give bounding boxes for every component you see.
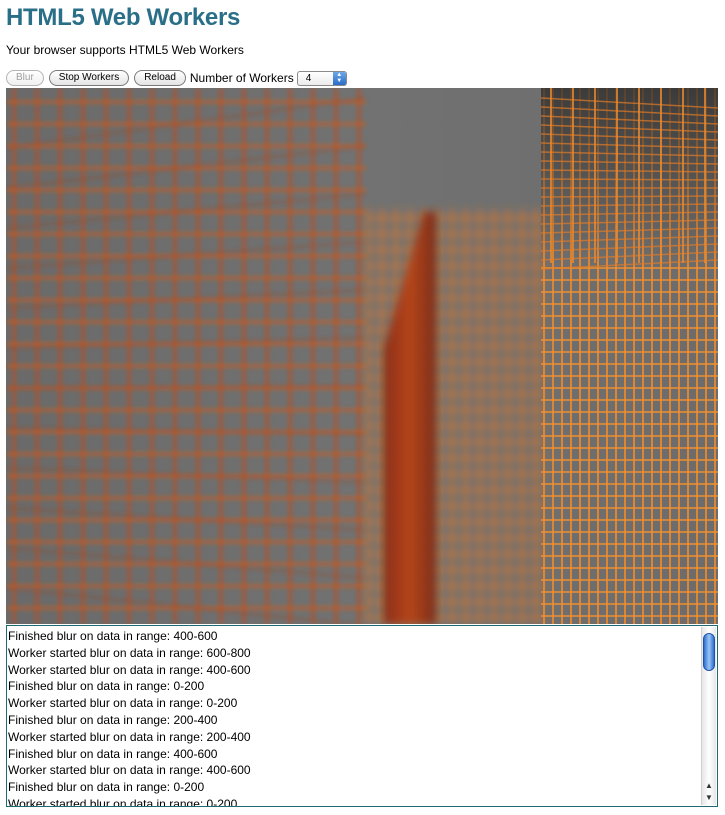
blurred-image: [6, 88, 718, 624]
controls-bar: Blur Stop Workers Reload Number of Worke…: [6, 68, 347, 88]
reload-button[interactable]: Reload: [134, 70, 186, 86]
image-canvas[interactable]: [6, 88, 718, 624]
log-line: Worker started blur on data in range: 60…: [8, 645, 251, 660]
log-lines: Finished blur on data in range: 400-600 W…: [8, 628, 251, 807]
log-line: Worker started blur on data in range: 20…: [8, 729, 251, 744]
log-line: Worker started blur on data in range: 40…: [8, 662, 251, 677]
log-line: Finished blur on data in range: 0-200: [8, 679, 205, 694]
log-line: Finished blur on data in range: 400-600: [8, 746, 218, 761]
stop-workers-button[interactable]: Stop Workers: [48, 70, 130, 86]
log-output[interactable]: Finished blur on data in range: 400-600 W…: [6, 625, 718, 807]
page-title: HTML5 Web Workers: [6, 4, 241, 31]
workers-select-value: 4: [305, 72, 312, 84]
workers-label: Number of Workers: [189, 71, 294, 85]
log-line: Worker started blur on data in range: 40…: [8, 763, 251, 778]
log-line: Finished blur on data in range: 0-200: [8, 780, 205, 795]
scroll-up-arrow-icon[interactable]: ▲: [705, 781, 713, 790]
log-line: Finished blur on data in range: 400-600: [8, 629, 218, 643]
up-down-arrows-icon: ▲ ▼: [332, 71, 346, 85]
workers-select[interactable]: 4 ▲ ▼: [296, 70, 347, 86]
log-line: Finished blur on data in range: 200-400: [8, 712, 218, 727]
scroll-thumb[interactable]: [703, 633, 715, 671]
blur-button[interactable]: Blur: [6, 70, 44, 86]
log-scrollbar[interactable]: ▲ ▼: [701, 627, 716, 805]
scroll-down-arrow-icon[interactable]: ▼: [705, 793, 713, 802]
log-line: Worker started blur on data in range: 0-…: [8, 796, 238, 807]
log-line: Worker started blur on data in range: 0-…: [8, 696, 238, 711]
support-message: Your browser supports HTML5 Web Workers: [6, 43, 244, 57]
